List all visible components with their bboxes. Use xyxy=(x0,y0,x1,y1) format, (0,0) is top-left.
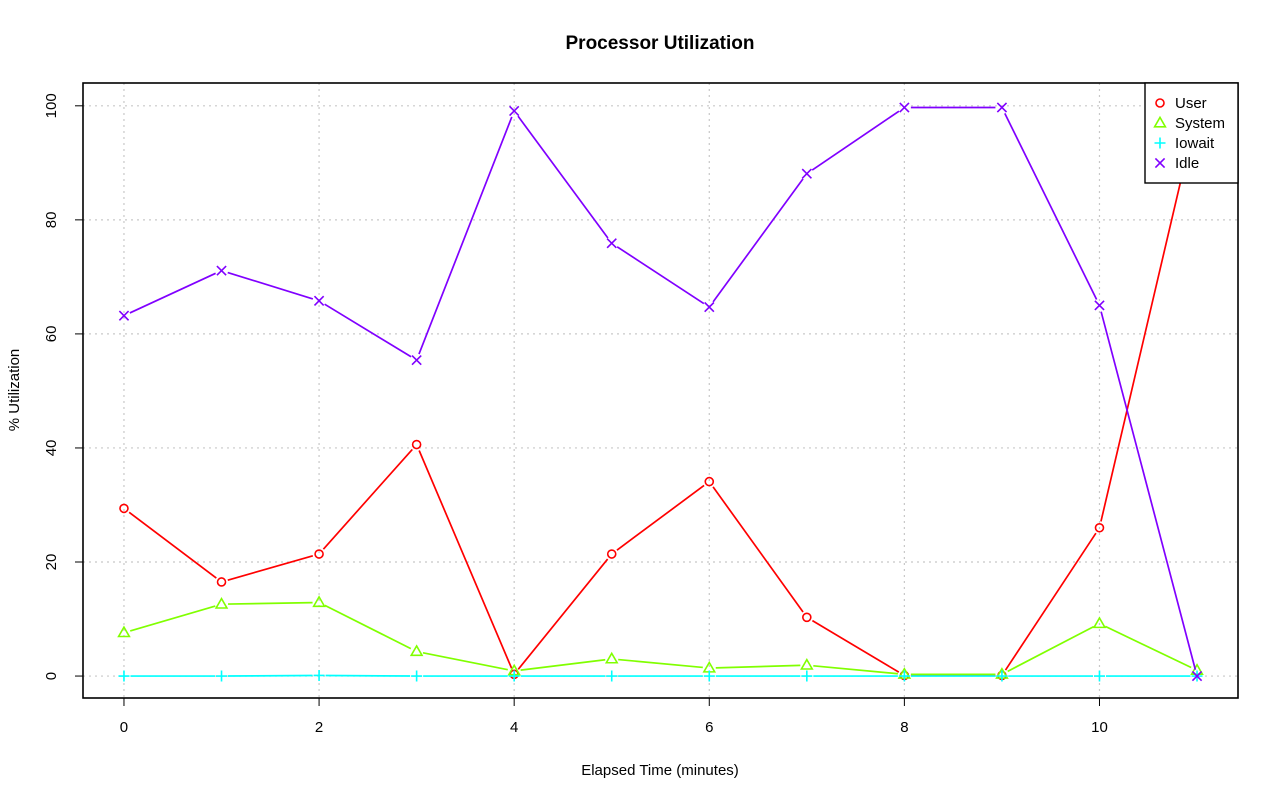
data-point-system xyxy=(409,644,424,657)
legend: User System Iowait Idle xyxy=(1144,82,1239,184)
plot-frame xyxy=(82,82,1239,699)
x-tick-label: 4 xyxy=(510,719,518,736)
grid xyxy=(83,83,1238,698)
data-point-user xyxy=(216,577,227,587)
chart-title: Processor Utilization xyxy=(566,33,755,54)
data-point-user xyxy=(1094,522,1105,533)
x-tick-label: 10 xyxy=(1091,719,1108,736)
data-point-user xyxy=(119,503,129,514)
data-point-system xyxy=(800,658,814,670)
data-point-idle xyxy=(313,295,325,306)
legend-marker-user xyxy=(1155,98,1165,108)
data-point-user xyxy=(411,439,422,450)
series-line-user xyxy=(128,117,1197,677)
data-point-idle xyxy=(411,354,422,366)
x-tick-label: 8 xyxy=(900,719,908,736)
y-tick-label: 80 xyxy=(43,212,60,229)
data-point-user xyxy=(802,612,812,623)
data-point-iowait xyxy=(703,670,715,682)
series-group xyxy=(117,102,1204,682)
data-point-user xyxy=(606,549,617,559)
x-axis-label: Elapsed Time (minutes) xyxy=(581,762,739,779)
data-point-idle xyxy=(801,168,812,179)
data-point-system xyxy=(312,595,326,608)
x-tick-label: 6 xyxy=(705,719,713,736)
data-point-iowait xyxy=(801,670,813,682)
data-point-system xyxy=(1092,616,1107,629)
series-line-system xyxy=(129,601,1192,676)
data-point-idle xyxy=(1094,300,1105,311)
legend-label-iowait: Iowait xyxy=(1175,135,1215,152)
legend-marker-iowait xyxy=(1154,137,1166,149)
data-point-iowait xyxy=(996,670,1008,682)
legend-label-idle: Idle xyxy=(1175,155,1199,172)
x-tick-label: 2 xyxy=(315,719,323,736)
y-axis-label: % Utilization xyxy=(6,349,23,432)
y-tick-label: 0 xyxy=(43,672,60,680)
data-point-idle xyxy=(704,301,715,313)
legend-label-system: System xyxy=(1175,115,1225,132)
data-point-iowait xyxy=(216,670,228,682)
series-line-idle xyxy=(129,106,1197,670)
data-point-iowait xyxy=(508,670,520,682)
legend-label-user: User xyxy=(1175,95,1207,112)
data-point-system xyxy=(214,596,229,609)
x-tick-label: 0 xyxy=(120,719,128,736)
y-tick-label: 60 xyxy=(43,326,60,343)
data-point-iowait xyxy=(898,670,910,682)
data-point-idle xyxy=(899,102,910,113)
data-point-idle xyxy=(1191,670,1203,682)
data-point-system xyxy=(117,625,131,638)
y-tick-label: 40 xyxy=(43,440,60,457)
data-point-idle xyxy=(118,310,130,321)
y-tick-label: 100 xyxy=(43,93,60,118)
legend-marker-system xyxy=(1153,115,1167,128)
data-point-system xyxy=(702,660,717,673)
data-point-system xyxy=(604,651,619,664)
legend-marker-idle xyxy=(1154,157,1166,169)
data-point-iowait xyxy=(1093,670,1105,682)
series-line-iowait xyxy=(130,674,1191,677)
data-point-iowait xyxy=(411,670,423,682)
data-point-idle xyxy=(996,102,1008,113)
data-point-iowait xyxy=(606,670,618,682)
data-point-idle xyxy=(509,105,520,117)
data-point-idle xyxy=(216,265,227,276)
y-tick-label: 20 xyxy=(43,554,60,571)
data-point-user xyxy=(314,549,324,559)
data-point-idle xyxy=(606,238,617,249)
data-point-user xyxy=(704,476,715,487)
data-point-iowait xyxy=(118,670,130,682)
data-point-iowait xyxy=(313,669,325,681)
